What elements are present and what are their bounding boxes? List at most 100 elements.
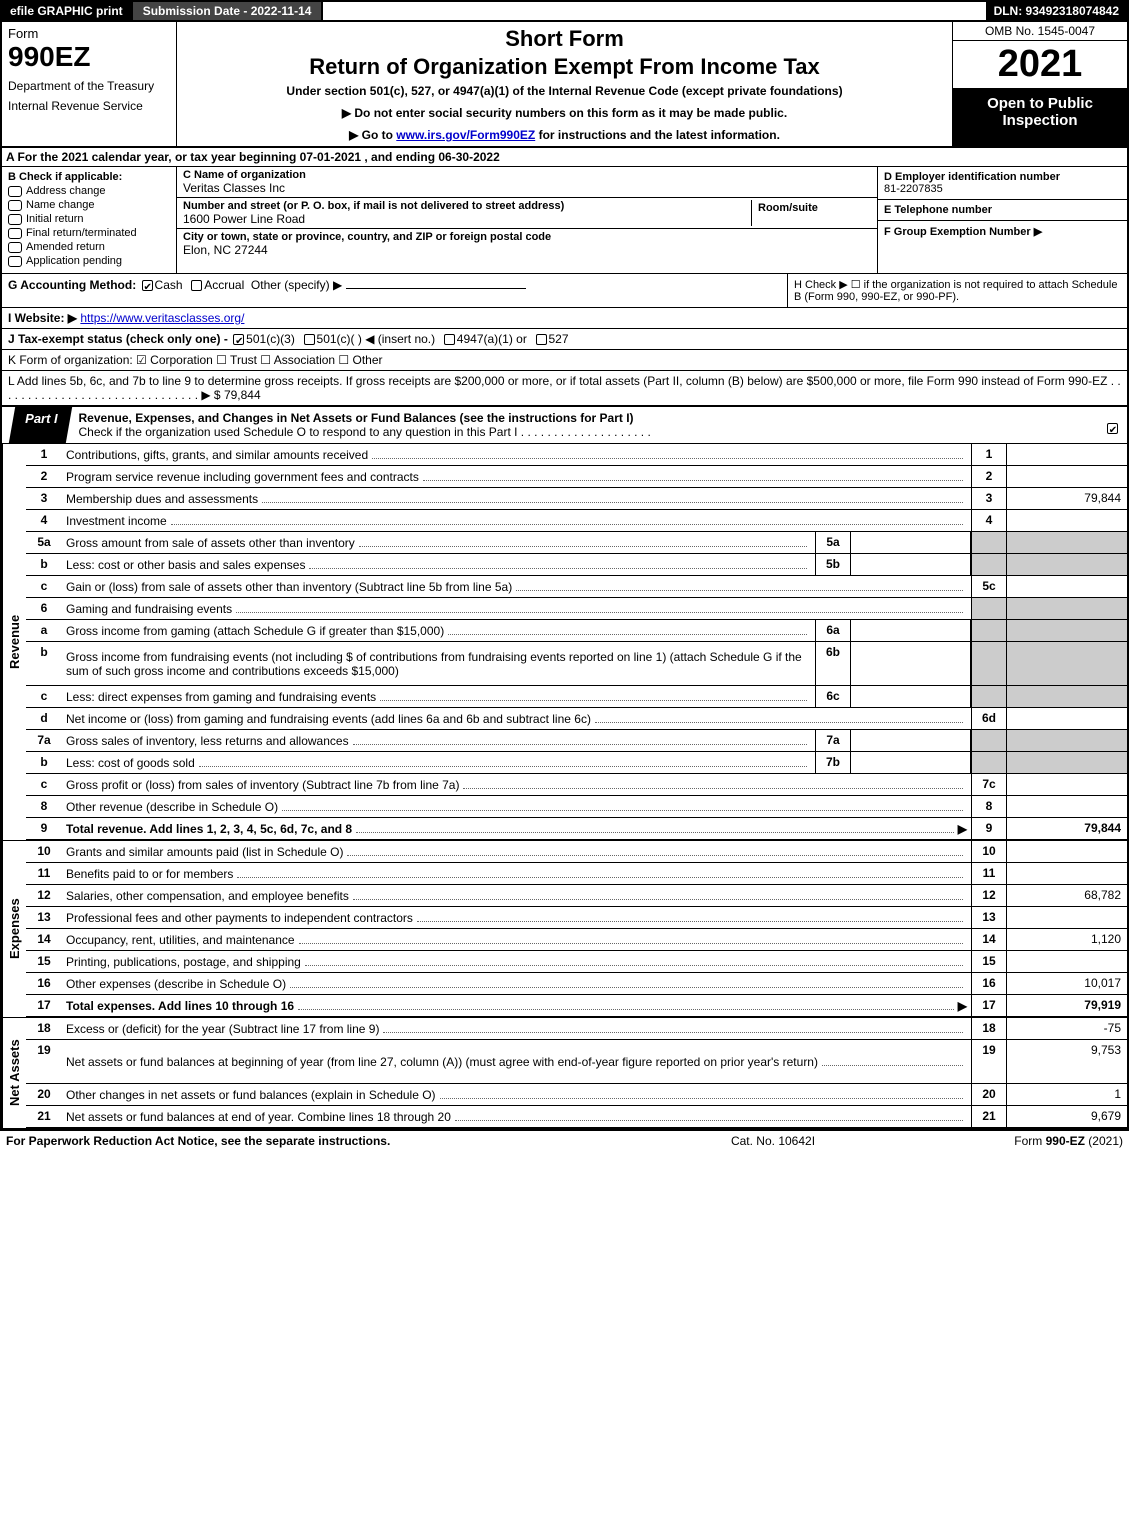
footer-right-pre: Form: [1014, 1134, 1045, 1148]
other-specify-line[interactable]: [346, 288, 526, 289]
table-row: bGross income from fundraising events (n…: [26, 642, 1127, 686]
result-value: [1007, 730, 1127, 751]
line-number: 9: [26, 818, 62, 839]
result-value: [1007, 841, 1127, 862]
goto-link[interactable]: www.irs.gov/Form990EZ: [396, 128, 535, 142]
result-line-number: 10: [971, 841, 1007, 862]
result-value: [1007, 444, 1127, 465]
line-number: 11: [26, 863, 62, 884]
result-line-number: [971, 620, 1007, 641]
check-label: Application pending: [26, 255, 122, 267]
line-number: 12: [26, 885, 62, 906]
line-description: Total expenses. Add lines 10 through 16▶: [62, 995, 971, 1016]
check-accrual[interactable]: [191, 280, 202, 291]
open-to-public: Open to Public Inspection: [953, 89, 1127, 146]
netassets-body: 18Excess or (deficit) for the year (Subt…: [26, 1018, 1127, 1128]
table-row: 14Occupancy, rent, utilities, and mainte…: [26, 929, 1127, 951]
check-application-pending[interactable]: Application pending: [8, 255, 170, 267]
form-number: 990EZ: [8, 41, 170, 73]
section-c-org-info: C Name of organization Veritas Classes I…: [177, 167, 877, 273]
ein-value: 81-2207835: [884, 183, 1121, 195]
result-value: 9,753: [1007, 1040, 1127, 1083]
result-line-number: 2: [971, 466, 1007, 487]
line-number: 2: [26, 466, 62, 487]
part1-tab: Part I: [9, 407, 72, 443]
result-line-number: [971, 598, 1007, 619]
line-number: 3: [26, 488, 62, 509]
accounting-method: G Accounting Method: Cash Accrual Other …: [2, 274, 787, 307]
line-number: 14: [26, 929, 62, 950]
result-value: 9,679: [1007, 1106, 1127, 1127]
j-opt1: 501(c)(3): [246, 332, 295, 346]
table-row: 4Investment income4: [26, 510, 1127, 532]
submission-date: Submission Date - 2022-11-14: [131, 2, 324, 20]
org-street-row: Number and street (or P. O. box, if mail…: [177, 198, 877, 229]
result-line-number: 18: [971, 1018, 1007, 1039]
line-number: 15: [26, 951, 62, 972]
line-description: Net assets or fund balances at end of ye…: [62, 1106, 971, 1127]
table-row: 18Excess or (deficit) for the year (Subt…: [26, 1018, 1127, 1040]
line-description: Gaming and fundraising events: [62, 598, 971, 619]
line-description: Total revenue. Add lines 1, 2, 3, 4, 5c,…: [62, 818, 971, 839]
result-value: 79,844: [1007, 818, 1127, 839]
result-value: [1007, 686, 1127, 707]
check-cash[interactable]: [142, 280, 153, 291]
result-line-number: 12: [971, 885, 1007, 906]
sub-line-value: [851, 620, 971, 641]
sub-line-number: 5a: [815, 532, 851, 553]
line-number: b: [26, 752, 62, 773]
line-description: Printing, publications, postage, and shi…: [62, 951, 971, 972]
footer-catalog: Cat. No. 10642I: [623, 1134, 923, 1148]
line-number: 8: [26, 796, 62, 817]
line-number: 19: [26, 1040, 62, 1083]
check-527[interactable]: [536, 334, 547, 345]
check-4947[interactable]: [444, 334, 455, 345]
line-number: 18: [26, 1018, 62, 1039]
website-link[interactable]: https://www.veritasclasses.org/: [80, 311, 244, 325]
part1-subtitle: Check if the organization used Schedule …: [79, 425, 651, 439]
result-value: 10,017: [1007, 973, 1127, 994]
check-label: Initial return: [26, 213, 83, 225]
result-value: [1007, 576, 1127, 597]
city-value: Elon, NC 27244: [183, 243, 871, 257]
efile-print-label: efile GRAPHIC print: [2, 2, 131, 20]
check-name-change[interactable]: Name change: [8, 199, 170, 211]
line-number: 16: [26, 973, 62, 994]
department-label: Department of the Treasury: [8, 79, 170, 93]
check-address-change[interactable]: Address change: [8, 185, 170, 197]
check-final-return[interactable]: Final return/terminated: [8, 227, 170, 239]
result-value: 1,120: [1007, 929, 1127, 950]
result-line-number: 1: [971, 444, 1007, 465]
result-line-number: [971, 686, 1007, 707]
table-row: 9Total revenue. Add lines 1, 2, 3, 4, 5c…: [26, 818, 1127, 840]
line-number: 17: [26, 995, 62, 1016]
no-ssn-note: ▶ Do not enter social security numbers o…: [187, 106, 942, 120]
table-row: 5aGross amount from sale of assets other…: [26, 532, 1127, 554]
part1-header: Part I Revenue, Expenses, and Changes in…: [0, 407, 1129, 444]
check-label: Name change: [26, 199, 95, 211]
section-b-label: B Check if applicable:: [8, 171, 170, 183]
line-description: Occupancy, rent, utilities, and maintena…: [62, 929, 971, 950]
footer-right-post: (2021): [1085, 1134, 1123, 1148]
check-label: Address change: [26, 185, 106, 197]
part1-check[interactable]: [1097, 407, 1127, 443]
goto-pre: ▶ Go to: [349, 128, 396, 142]
line-number: 21: [26, 1106, 62, 1127]
group-exemption-row: F Group Exemption Number ▶: [878, 221, 1127, 273]
check-initial-return[interactable]: Initial return: [8, 213, 170, 225]
footer-form-ref: 990-EZ: [1046, 1134, 1085, 1148]
check-amended-return[interactable]: Amended return: [8, 241, 170, 253]
check-501c[interactable]: [304, 334, 315, 345]
phone-label: E Telephone number: [884, 204, 1121, 216]
line-number: a: [26, 620, 62, 641]
form-word: Form: [8, 26, 170, 41]
result-line-number: 13: [971, 907, 1007, 928]
result-value: [1007, 907, 1127, 928]
sub-line-number: 6c: [815, 686, 851, 707]
check-501c3[interactable]: [233, 334, 244, 345]
expenses-body: 10Grants and similar amounts paid (list …: [26, 841, 1127, 1017]
table-row: 11Benefits paid to or for members11: [26, 863, 1127, 885]
line-description: Benefits paid to or for members: [62, 863, 971, 884]
sub-line-value: [851, 554, 971, 575]
table-row: 20Other changes in net assets or fund ba…: [26, 1084, 1127, 1106]
